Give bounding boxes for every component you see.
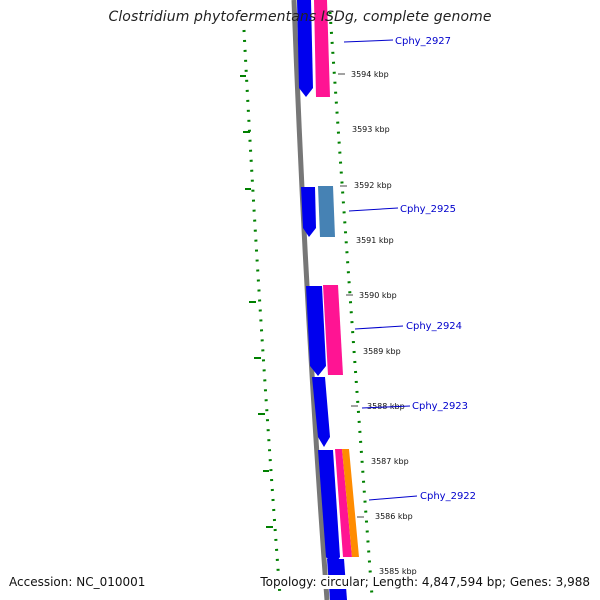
- gc-skew-mark: [266, 526, 273, 528]
- cds-reverse-5: [335, 449, 352, 557]
- gene-leader-line: [354, 325, 404, 330]
- gc-skew-mark: [258, 413, 265, 415]
- cds-reverse-1: [314, 0, 330, 97]
- gc-outer-arc: [328, 11, 374, 597]
- tick-label: 3589 kbp: [363, 347, 401, 356]
- tick-label: 3588 kbp: [367, 402, 405, 411]
- tick-label: 3592 kbp: [354, 181, 392, 190]
- tick-label: 3586 kbp: [375, 512, 413, 521]
- tick-label: 3594 kbp: [351, 70, 389, 79]
- gene-label[interactable]: Cphy_2927: [395, 36, 451, 47]
- cds-forward-3: [306, 286, 326, 376]
- gc-content-track: [242, 11, 374, 597]
- gene-leader-line: [343, 39, 394, 43]
- gene-leader-line: [348, 207, 399, 212]
- ruler-ticks: [338, 73, 364, 518]
- cds-forward-2: [301, 187, 316, 237]
- cds-forward-1: [297, 0, 313, 97]
- gc-inner-arc: [242, 29, 282, 597]
- tick-label: 3590 kbp: [359, 291, 397, 300]
- cds-light-2: [318, 186, 335, 237]
- genome-summary: Topology: circular; Length: 4,847,594 bp…: [260, 575, 590, 589]
- accession-label: Accession: NC_010001: [9, 575, 146, 589]
- tick-label: 3585 kbp: [379, 567, 417, 576]
- gc-skew-mark: [249, 301, 256, 303]
- gene-leader-line: [368, 495, 418, 501]
- gc-skew-mark: [243, 131, 250, 133]
- gene-label[interactable]: Cphy_2923: [412, 401, 468, 412]
- map-title: Clostridium phytofermentans ISDg, comple…: [108, 9, 492, 25]
- gene-label[interactable]: Cphy_2922: [420, 491, 476, 502]
- gene-leader-line: [361, 405, 411, 409]
- gc-skew-track: [240, 75, 273, 528]
- gene-label[interactable]: Cphy_2925: [400, 204, 456, 215]
- gene-label[interactable]: Cphy_2924: [406, 321, 462, 332]
- tick-label: 3593 kbp: [352, 125, 390, 134]
- cds-forward-5: [318, 450, 340, 566]
- gc-skew-mark: [263, 470, 269, 472]
- cds-reverse-3: [323, 285, 343, 375]
- gene-leaders: [343, 39, 418, 501]
- gc-skew-mark: [240, 75, 246, 77]
- gc-skew-mark: [254, 357, 261, 359]
- gc-skew-mark: [245, 188, 251, 190]
- cds-forward-4: [312, 377, 330, 447]
- orf-5: [342, 449, 359, 557]
- tick-labels: 3594 kbp 3593 kbp 3592 kbp 3591 kbp 3590…: [351, 70, 417, 576]
- feature-track: [297, 0, 359, 600]
- gene-labels: Cphy_2927 Cphy_2925 Cphy_2924 Cphy_2923 …: [395, 36, 476, 502]
- tick-label: 3587 kbp: [371, 457, 409, 466]
- tick-label: 3591 kbp: [356, 236, 394, 245]
